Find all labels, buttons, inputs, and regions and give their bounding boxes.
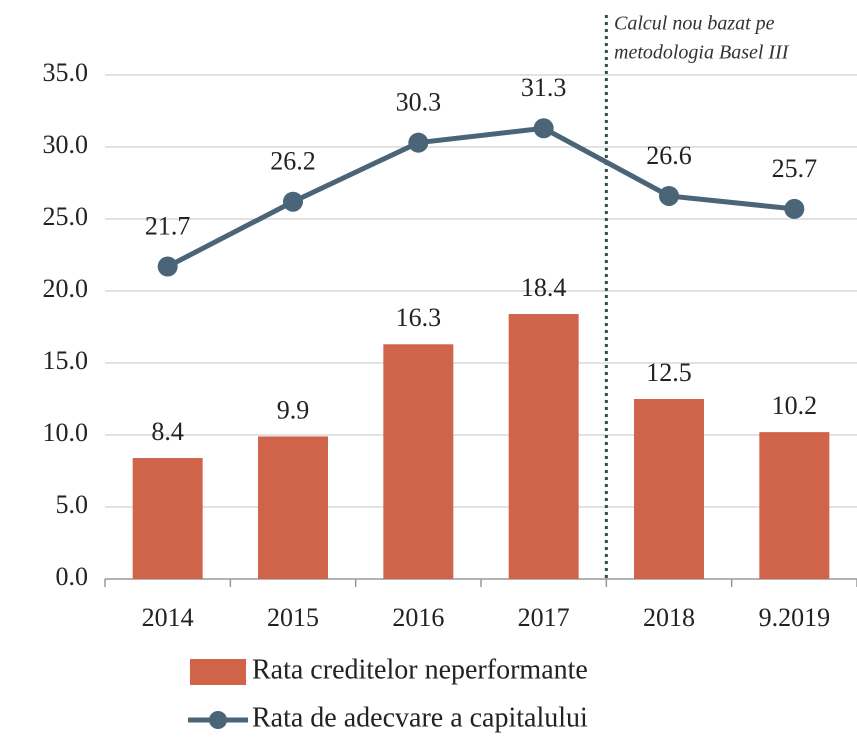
marker xyxy=(157,256,178,277)
x-tick-label: 2017 xyxy=(518,603,570,632)
annotation: metodologia Basel III xyxy=(614,42,790,64)
bar xyxy=(383,344,454,579)
bar xyxy=(132,458,203,579)
data-label: 31.3 xyxy=(521,73,567,102)
data-label: 30.3 xyxy=(396,88,442,117)
bar xyxy=(759,432,830,579)
data-label: 26.6 xyxy=(646,141,692,170)
y-tick-label: 20.0 xyxy=(43,274,89,303)
data-label: 16.3 xyxy=(396,303,442,332)
bar xyxy=(634,399,704,579)
data-label: 26.2 xyxy=(270,147,316,176)
x-tick-label: 2015 xyxy=(267,603,319,632)
line xyxy=(166,125,795,269)
y-tick-label: 5.0 xyxy=(56,490,89,519)
marker xyxy=(408,132,429,153)
legend-label: Rata de adecvare a capitalului xyxy=(252,702,588,733)
marker xyxy=(533,118,554,139)
annotation: Calcul nou bazat pe xyxy=(614,13,775,35)
data-label: 10.2 xyxy=(772,391,818,420)
y-tick-label: 30.0 xyxy=(43,130,89,159)
data-label: 21.7 xyxy=(145,211,191,240)
x-tick-label: 2016 xyxy=(392,603,444,632)
data-label: 9.9 xyxy=(277,395,310,424)
legend-label: Rata creditelor neperformante xyxy=(252,654,588,685)
marker xyxy=(283,191,303,212)
data-label: 18.4 xyxy=(521,273,567,302)
bar xyxy=(508,314,579,579)
data-label: 8.4 xyxy=(151,417,184,446)
y-tick-label: 0.0 xyxy=(56,562,89,591)
marker xyxy=(659,185,679,206)
y-tick-label: 15.0 xyxy=(43,346,89,375)
y-tick-label: 10.0 xyxy=(43,418,89,447)
x-tick-label: 2018 xyxy=(643,603,695,632)
legend-swatch xyxy=(209,711,227,729)
y-tick-label: 35.0 xyxy=(43,58,89,87)
legend-swatch xyxy=(190,659,246,685)
bar xyxy=(258,436,328,579)
data-label: 12.5 xyxy=(646,358,692,387)
marker xyxy=(784,198,805,219)
data-label: 25.7 xyxy=(772,154,818,183)
x-tick-label: 9.2019 xyxy=(759,603,831,632)
x-tick-label: 2014 xyxy=(142,603,194,632)
y-tick-label: 25.0 xyxy=(43,202,89,231)
